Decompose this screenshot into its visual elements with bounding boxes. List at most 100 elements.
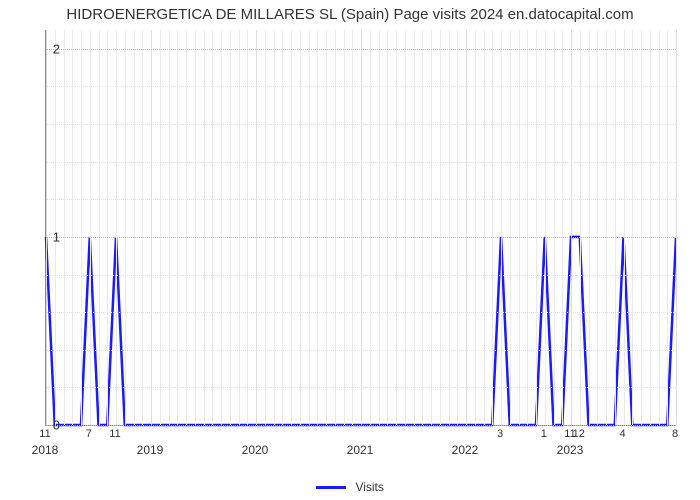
grid-v-minor [580, 30, 581, 425]
grid-v-minor [545, 30, 546, 425]
grid-v-minor [195, 30, 196, 425]
grid-v-minor [55, 30, 56, 425]
grid-v-minor [326, 30, 327, 425]
grid-h-minor [46, 162, 676, 163]
grid-v-major [361, 30, 362, 425]
x-year-label: 2018 [32, 443, 59, 457]
legend: Visits [0, 480, 700, 494]
grid-v-minor [317, 30, 318, 425]
x-point-label: 3 [497, 428, 503, 440]
grid-v-minor [379, 30, 380, 425]
grid-v-minor [230, 30, 231, 425]
grid-h-minor [46, 312, 676, 313]
y-tick-label: 1 [53, 229, 60, 244]
grid-v-minor [405, 30, 406, 425]
grid-v-minor [64, 30, 65, 425]
grid-v-minor [221, 30, 222, 425]
chart-container: HIDROENERGETICA DE MILLARES SL (Spain) P… [0, 0, 700, 500]
grid-v-minor [632, 30, 633, 425]
grid-v-minor [160, 30, 161, 425]
grid-v-minor [99, 30, 100, 425]
grid-v-minor [431, 30, 432, 425]
grid-v-minor [536, 30, 537, 425]
grid-v-minor [589, 30, 590, 425]
grid-v-minor [125, 30, 126, 425]
grid-v-minor [300, 30, 301, 425]
grid-v-minor [650, 30, 651, 425]
grid-v-minor [116, 30, 117, 425]
grid-v-minor [562, 30, 563, 425]
grid-v-minor [335, 30, 336, 425]
chart-title: HIDROENERGETICA DE MILLARES SL (Spain) P… [0, 6, 700, 23]
grid-v-minor [527, 30, 528, 425]
x-point-label: 11 [39, 428, 50, 440]
grid-v-minor [414, 30, 415, 425]
grid-v-minor [265, 30, 266, 425]
grid-v-minor [352, 30, 353, 425]
grid-v-minor [484, 30, 485, 425]
x-year-label: 2019 [137, 443, 164, 457]
grid-v-minor [134, 30, 135, 425]
grid-v-minor [204, 30, 205, 425]
grid-v-minor [475, 30, 476, 425]
grid-v-minor [169, 30, 170, 425]
grid-v-minor [615, 30, 616, 425]
grid-v-major [256, 30, 257, 425]
x-point-label: 7 [86, 428, 92, 440]
x-year-label: 2021 [347, 443, 374, 457]
grid-h-major [46, 425, 676, 426]
grid-v-minor [370, 30, 371, 425]
grid-h-minor [46, 199, 676, 200]
grid-v-minor [186, 30, 187, 425]
grid-v-minor [440, 30, 441, 425]
x-point-label: 8 [672, 428, 678, 440]
grid-v-minor [344, 30, 345, 425]
grid-v-minor [606, 30, 607, 425]
y-tick-label: 2 [53, 41, 60, 56]
grid-v-minor [422, 30, 423, 425]
grid-v-minor [107, 30, 108, 425]
grid-v-minor [239, 30, 240, 425]
grid-h-major [46, 49, 676, 50]
grid-v-minor [212, 30, 213, 425]
grid-v-minor [72, 30, 73, 425]
x-year-label: 2023 [557, 443, 584, 457]
x-point-label: 4 [619, 428, 625, 440]
plot-area [45, 30, 676, 426]
grid-v-major [571, 30, 572, 425]
legend-swatch [316, 486, 346, 489]
grid-v-minor [177, 30, 178, 425]
grid-v-minor [501, 30, 502, 425]
grid-v-minor [624, 30, 625, 425]
grid-v-minor [449, 30, 450, 425]
grid-v-minor [247, 30, 248, 425]
x-year-label: 2020 [242, 443, 269, 457]
grid-v-major [46, 30, 47, 425]
x-point-label: 12 [573, 428, 585, 440]
grid-h-major [46, 237, 676, 238]
x-year-label: 2022 [452, 443, 479, 457]
grid-v-minor [309, 30, 310, 425]
legend-label: Visits [355, 480, 383, 494]
grid-v-major [466, 30, 467, 425]
x-point-label: 1 [541, 428, 547, 440]
grid-v-minor [387, 30, 388, 425]
x-point-label: 11 [109, 428, 120, 440]
grid-v-minor [554, 30, 555, 425]
grid-v-minor [492, 30, 493, 425]
grid-v-minor [90, 30, 91, 425]
grid-v-minor [142, 30, 143, 425]
grid-v-minor [597, 30, 598, 425]
grid-v-minor [641, 30, 642, 425]
grid-v-minor [659, 30, 660, 425]
grid-v-minor [396, 30, 397, 425]
grid-v-minor [519, 30, 520, 425]
grid-h-minor [46, 387, 676, 388]
grid-v-minor [282, 30, 283, 425]
y-tick-label: 0 [53, 418, 60, 433]
grid-v-major [151, 30, 152, 425]
grid-v-major [676, 30, 677, 425]
grid-v-minor [274, 30, 275, 425]
grid-v-minor [667, 30, 668, 425]
grid-v-minor [81, 30, 82, 425]
